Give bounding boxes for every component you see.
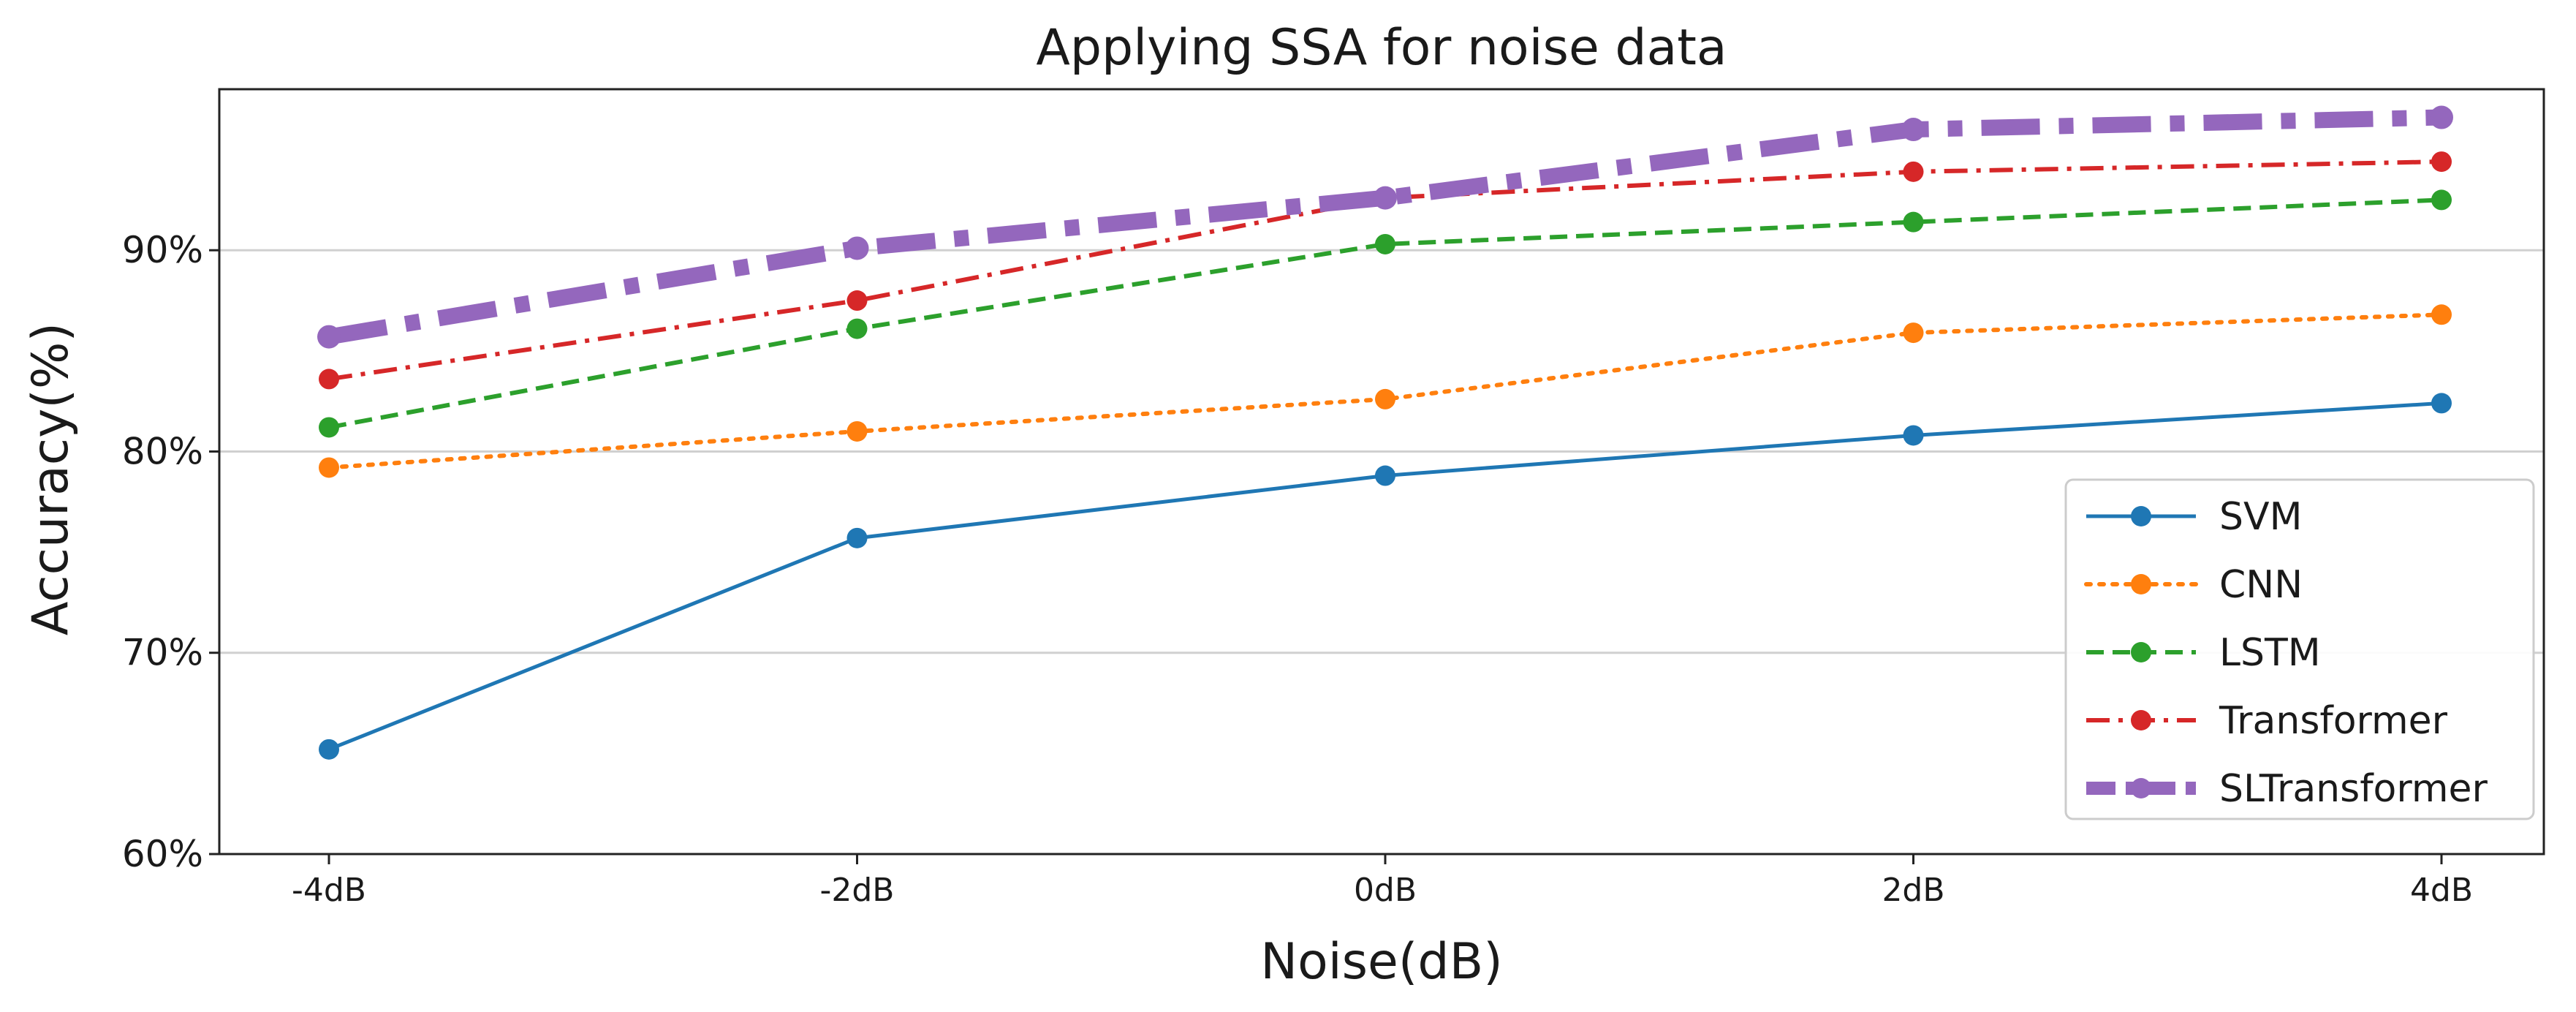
chart-title: Applying SSA for noise data: [1036, 19, 1727, 77]
x-axis-label: Noise(dB): [1260, 933, 1503, 991]
series-svm: [319, 393, 2452, 760]
data-point: [1903, 161, 1924, 182]
data-point: [1374, 186, 1397, 210]
y-axis-ticks: 60% 70% 80% 90%: [122, 229, 219, 875]
data-point: [319, 417, 339, 438]
x-tick-label: 4dB: [2410, 872, 2473, 909]
series-line: [328, 197, 2442, 430]
legend-swatch-marker: [2131, 574, 2151, 594]
data-point: [846, 420, 868, 442]
data-point: [846, 527, 868, 548]
data-point: [2431, 151, 2452, 173]
legend-swatch-marker: [2131, 778, 2151, 798]
series-sltransformer: [317, 105, 2453, 349]
data-point: [845, 236, 869, 260]
legend-swatch-marker: [2131, 642, 2151, 662]
y-axis-label: Accuracy(%): [22, 322, 80, 635]
data-point: [1375, 465, 1395, 486]
legend: SVM CNN LSTM Transformer SLTransformer: [2064, 478, 2535, 820]
data-point: [846, 318, 868, 339]
data-point: [2431, 304, 2452, 325]
legend-item: CNN: [2084, 563, 2303, 607]
data-point: [846, 290, 868, 311]
legend-swatch-marker: [2131, 506, 2151, 526]
data-point: [319, 457, 339, 478]
x-axis-ticks: -4dB -2dB 0dB 2dB 4dB: [292, 854, 2473, 909]
legend-item: LSTM: [2086, 631, 2321, 675]
data-point: [1375, 233, 1395, 254]
legend-label: SVM: [2219, 495, 2302, 539]
data-point: [2430, 105, 2453, 129]
legend-swatch-marker: [2131, 710, 2151, 730]
data-point: [319, 369, 339, 390]
series-line: [327, 109, 2442, 345]
legend-item: Transformer: [2086, 699, 2448, 743]
legend-item: SVM: [2086, 495, 2302, 539]
plot-area-frame: [218, 88, 2545, 856]
data-point: [2431, 189, 2452, 211]
legend-label: CNN: [2219, 563, 2303, 607]
data-point: [1903, 211, 1924, 233]
y-tick-label: 70%: [122, 632, 203, 674]
y-tick-label: 90%: [122, 229, 203, 271]
x-tick-label: 2dB: [1882, 872, 1944, 909]
y-tick-label: 60%: [122, 833, 203, 875]
data-point: [1903, 425, 1924, 446]
data-point: [1375, 388, 1395, 409]
legend-label: Transformer: [2219, 699, 2448, 743]
series-line: [328, 159, 2442, 382]
series-lstm: [319, 189, 2452, 438]
x-tick-label: 0dB: [1354, 872, 1417, 909]
data-point: [1903, 322, 1924, 344]
legend-label: LSTM: [2219, 631, 2321, 675]
legend-label: SLTransformer: [2219, 767, 2488, 811]
data-point: [2431, 393, 2452, 414]
y-tick-label: 80%: [122, 430, 203, 472]
x-tick-label: -4dB: [292, 872, 366, 909]
data-point: [1901, 118, 1925, 142]
data-point: [319, 739, 339, 760]
data-point: [317, 325, 341, 349]
legend-item: SLTransformer: [2086, 767, 2488, 811]
series-cnn: [319, 304, 2452, 478]
legend-box: [2064, 478, 2535, 820]
series-layer: [317, 105, 2453, 760]
x-tick-label: -2dB: [820, 872, 895, 909]
